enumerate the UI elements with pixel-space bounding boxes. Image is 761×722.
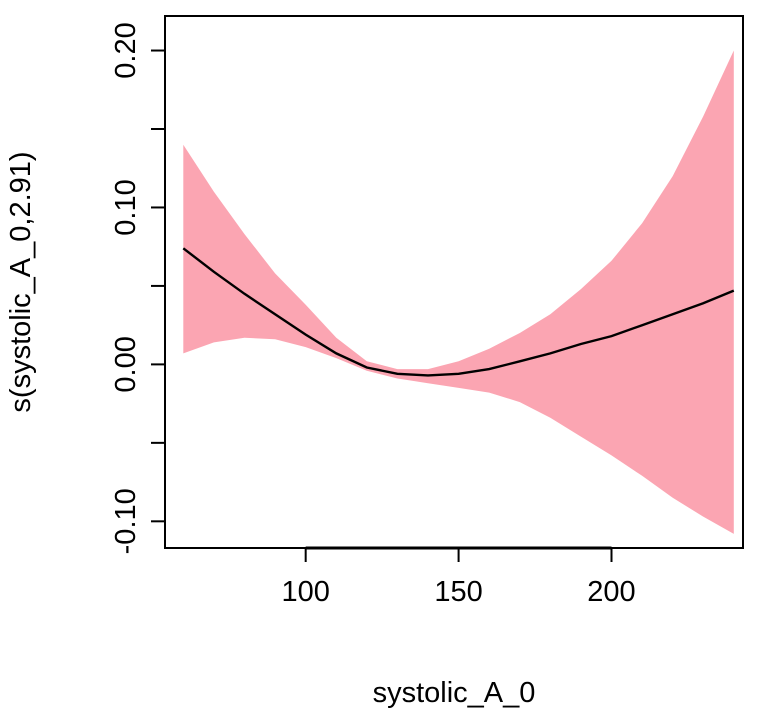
x-tick-label: 100 <box>281 576 329 608</box>
y-tick-label: -0.10 <box>110 488 142 554</box>
x-tick-label: 200 <box>587 576 635 608</box>
confidence-band <box>183 50 734 534</box>
x-axis-title: systolic_A_0 <box>373 677 536 709</box>
plot-layer <box>182 50 735 534</box>
y-tick-label: 0.10 <box>110 179 142 235</box>
x-tick-label: 150 <box>434 576 482 608</box>
y-tick-label: 0.20 <box>110 22 142 78</box>
x-axis: 100 150 200 <box>281 546 636 608</box>
y-axis: -0.10 0.00 0.10 0.20 <box>110 22 166 554</box>
smooth-fit-line <box>182 247 735 377</box>
y-axis-title: s(systolic_A_0,2.91) <box>5 151 37 412</box>
y-tick-label: 0.00 <box>110 336 142 392</box>
